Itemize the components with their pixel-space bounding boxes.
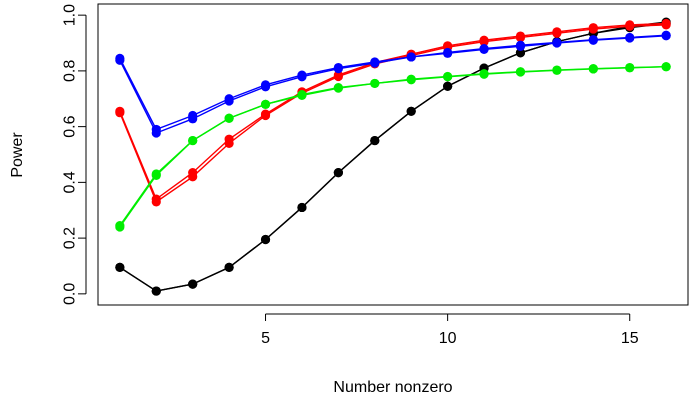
data-point — [406, 75, 416, 85]
series-line — [119, 66, 667, 226]
x-axis: 5 10 15 — [261, 313, 639, 347]
data-point — [260, 234, 271, 245]
series-8 — [115, 31, 671, 138]
series-3 — [115, 18, 671, 204]
series-line — [119, 22, 667, 201]
data-point — [224, 138, 234, 148]
data-point — [297, 72, 307, 82]
data-point — [115, 262, 125, 272]
data-point — [406, 106, 416, 116]
series-line — [119, 24, 667, 203]
data-point — [661, 62, 671, 72]
data-point — [224, 113, 234, 123]
data-point — [552, 38, 562, 48]
data-point — [115, 108, 125, 118]
data-point — [115, 222, 125, 232]
data-point — [260, 99, 271, 109]
data-point — [297, 90, 307, 101]
x-tick-label: 10 — [439, 330, 457, 347]
data-point — [661, 20, 671, 30]
series-6 — [115, 62, 671, 232]
series-line — [119, 66, 667, 228]
y-tick-label: 0.4 — [62, 171, 79, 193]
data-point — [479, 69, 489, 79]
y-tick-label: 0.8 — [62, 60, 79, 82]
data-point — [224, 262, 234, 272]
data-point — [443, 48, 453, 58]
x-tick-label: 15 — [621, 330, 639, 347]
y-tick-label: 0.2 — [62, 227, 79, 249]
data-point — [370, 78, 380, 89]
data-point — [333, 71, 343, 82]
x-tick-label: 5 — [261, 330, 270, 347]
data-point — [552, 28, 562, 38]
data-point — [260, 82, 271, 92]
data-point — [333, 64, 343, 74]
data-point — [224, 96, 234, 106]
data-point — [297, 202, 307, 213]
data-point — [515, 67, 526, 77]
y-tick-label: 0.0 — [62, 283, 79, 305]
data-point — [661, 31, 671, 41]
data-point — [625, 21, 635, 31]
data-point — [588, 64, 598, 74]
data-point — [151, 197, 161, 207]
series-line — [119, 21, 667, 292]
series-layer — [115, 17, 671, 296]
y-axis: 0.0 0.2 0.4 0.6 0.8 1.0 — [62, 4, 87, 305]
data-point — [443, 81, 453, 91]
data-point — [406, 52, 416, 62]
plot-frame — [97, 3, 689, 306]
data-point — [515, 41, 526, 51]
x-axis-title: Number nonzero — [333, 379, 452, 396]
data-point — [188, 135, 198, 146]
data-point — [370, 58, 380, 68]
data-point — [479, 37, 489, 47]
data-point — [552, 65, 562, 75]
series-line — [119, 22, 667, 292]
data-point — [151, 170, 161, 181]
data-point — [479, 44, 489, 55]
y-tick-label: 1.0 — [62, 4, 79, 26]
data-point — [443, 72, 453, 82]
series-5 — [115, 62, 671, 231]
data-point — [188, 279, 198, 289]
data-point — [260, 110, 271, 121]
data-point — [115, 55, 125, 65]
y-tick-label: 0.6 — [62, 115, 79, 137]
data-point — [333, 168, 343, 178]
data-point — [188, 172, 198, 182]
data-point — [515, 32, 526, 43]
series-line — [119, 35, 667, 134]
data-point — [588, 35, 598, 45]
y-axis-title: Power — [9, 132, 26, 178]
data-point — [188, 114, 198, 124]
data-point — [151, 128, 161, 138]
data-point — [625, 63, 635, 73]
data-point — [370, 135, 380, 146]
data-point — [515, 48, 526, 58]
data-point — [151, 286, 161, 296]
data-point — [588, 24, 598, 34]
data-point — [333, 83, 343, 93]
data-point — [625, 33, 635, 43]
